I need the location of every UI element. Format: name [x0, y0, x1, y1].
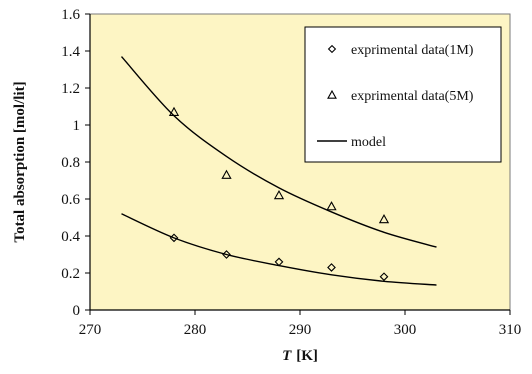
x-tick-label: 300	[394, 322, 417, 338]
y-tick-label: 1.4	[61, 44, 80, 60]
x-tick-label: 280	[184, 322, 207, 338]
data-point-5M	[326, 201, 337, 211]
y-tick-label: 0.2	[61, 266, 80, 282]
y-tick-label: 1	[73, 118, 81, 134]
data-point-5M	[273, 189, 285, 200]
legend-label: exprimental data(1M)	[351, 43, 474, 58]
y-axis-title: Total absorption [mol/lit]	[12, 81, 28, 242]
x-tick-label: 310	[499, 322, 522, 338]
y-tick-label: 0.6	[61, 192, 80, 208]
x-axis-variable: T	[282, 348, 292, 364]
data-point-5M	[221, 169, 232, 179]
data-point-5M	[168, 106, 180, 116]
x-axis-title: T [K]	[282, 348, 318, 364]
legend-box	[304, 26, 502, 163]
data-point-1M	[222, 250, 231, 259]
x-axis-unit: [K]	[296, 348, 318, 364]
y-tick-label: 1.2	[61, 81, 80, 97]
data-point-1M	[169, 233, 179, 243]
data-point-1M	[327, 263, 336, 272]
y-tick-label: 0	[73, 303, 81, 319]
x-tick-label: 270	[79, 322, 102, 338]
legend-label: model	[351, 135, 386, 150]
y-tick-label: 0.4	[61, 229, 80, 245]
data-point-5M	[378, 214, 390, 224]
legend-marker-1M	[327, 44, 337, 54]
legend-label: exprimental data(5M)	[351, 89, 474, 104]
data-point-1M	[274, 257, 284, 267]
legend-marker-5M	[327, 89, 337, 99]
data-point-1M	[379, 272, 389, 282]
y-tick-label: 0.8	[61, 155, 80, 171]
x-tick-label: 290	[289, 322, 312, 338]
y-tick-label: 1.6	[61, 7, 80, 23]
